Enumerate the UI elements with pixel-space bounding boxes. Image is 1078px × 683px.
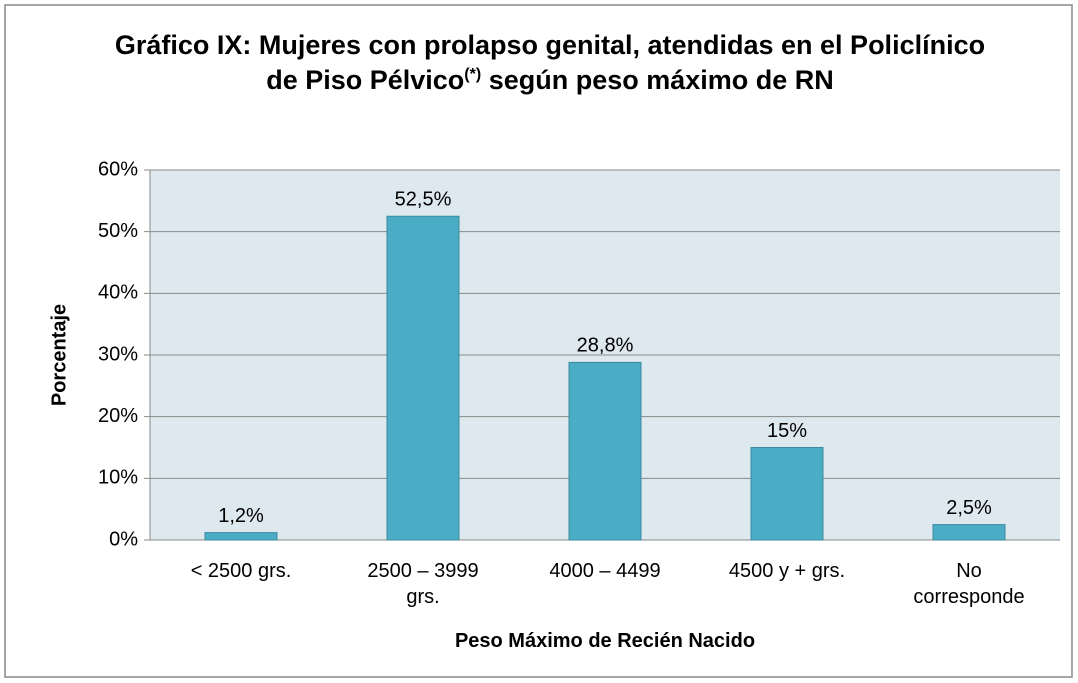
title-text: Gráfico IX: Mujeres con prolapso genital… — [114, 30, 986, 95]
bar — [386, 215, 460, 541]
y-tick-label: 30% — [98, 343, 138, 365]
y-tick-label: 20% — [98, 405, 138, 427]
x-tick-label: < 2500 grs. — [190, 560, 292, 582]
y-tick-label: 0% — [109, 528, 138, 550]
data-label: 1,2% — [218, 505, 264, 527]
x-axis-title: Peso Máximo de Recién Nacido — [454, 630, 756, 652]
data-label: 15% — [767, 420, 807, 442]
x-tick-label: 2500 – 3999 grs. — [367, 560, 479, 608]
bar — [750, 447, 824, 541]
title-superscript: (*) — [464, 66, 482, 83]
y-tick-label: 10% — [98, 467, 138, 489]
chart-title: Gráfico IX: Mujeres con prolapso genital… — [110, 28, 990, 98]
x-tick-label: 4500 y + grs. — [728, 560, 846, 582]
y-axis-title: Porcentaje — [48, 304, 70, 406]
data-label: 52,5% — [395, 189, 452, 211]
y-tick-label: 60% — [98, 158, 138, 180]
x-tick-label: No corresponde — [913, 560, 1025, 608]
y-tick-label: 40% — [98, 282, 138, 304]
bar — [568, 361, 642, 541]
bar — [204, 532, 278, 541]
bar — [932, 524, 1006, 541]
title-rest: según peso máximo de RN — [488, 65, 834, 95]
y-tick-label: 50% — [98, 220, 138, 242]
x-tick-label: 4000 – 4499 — [549, 560, 661, 582]
data-label: 2,5% — [946, 497, 992, 519]
data-label: 28,8% — [577, 335, 634, 357]
